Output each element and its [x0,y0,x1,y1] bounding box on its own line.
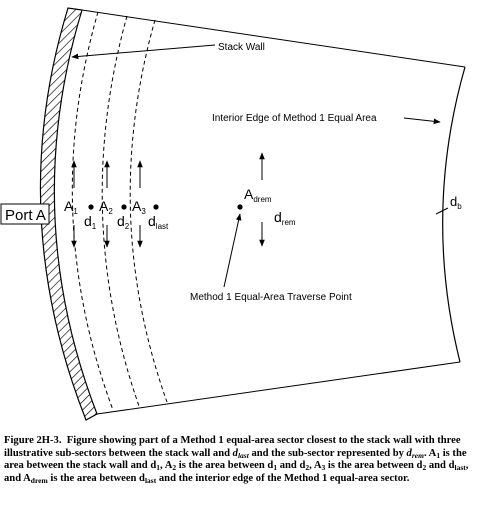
caption-text-1: Figure showing part of a Method 1 equal-… [4,435,461,459]
traverse-point-d1 [88,204,94,210]
label-a1: A1 [64,198,78,216]
caption-text-11: , and A [4,460,469,484]
db-label: db [450,194,462,211]
interior-edge-leader [403,117,441,125]
traverse-point-label: Method 1 Equal-Area Traverse Point [190,292,352,303]
caption-a3-sub: 3 [321,463,326,473]
traverse-point-leader [223,213,242,288]
sector-bottom-edge [96,361,461,415]
caption-text-13: and the interior edge of the Method 1 eq… [158,472,410,484]
caption-figure-label: Figure 2H-3. [4,435,62,446]
caption-dlast3-sub: last [454,463,466,473]
port-a-label: Port A [5,207,46,224]
caption-d2b-sub: 2 [422,463,427,473]
caption-text-8: , A [309,460,322,472]
caption-adrem-sub: drem [30,475,48,485]
traverse-point-d2 [121,204,127,210]
caption-dlast2-sub: last [144,475,157,485]
label-drem: drem [274,209,296,227]
label-a3: A3 [132,198,146,216]
label-d2: d2 [117,213,130,231]
area-arrows [71,152,265,248]
caption-text-12: is the area between d [50,472,145,484]
label-adrem: Adrem [244,186,272,204]
sector-top-edge [81,9,466,68]
caption-drem-sub: rem [411,450,424,460]
caption-dlast-sub: last [237,450,249,460]
caption-text-9: is the area between d [327,460,423,472]
interior-edge-label: Interior Edge of Method 1 Equal Area [212,113,377,124]
stack-wall-label: Stack Wall [218,42,265,53]
traverse-point-drem [237,204,243,210]
caption-drem: d [406,447,412,459]
figure-caption: Figure 2H-3. Figure showing part of a Me… [4,435,474,485]
caption-d1b-sub: 1 [273,463,278,473]
caption-text-6: is the area between d [178,460,274,472]
caption-d1-sub: 1 [156,463,160,473]
caption-d2-sub: 2 [305,463,310,473]
subsector-boundary-2 [101,15,140,407]
port-a-box [0,203,50,225]
interior-edge-arc [442,66,466,363]
label-a2: A2 [99,198,113,216]
caption-text-5: , A [159,460,173,472]
caption-text-4: is the area between the stack wall and d [4,447,467,472]
caption-text-2: and the sub-sector represented by [251,447,404,459]
caption-text-3: . A [423,447,437,459]
db-tick [435,207,449,215]
equal-area-sector-diagram: Port A Stack Wall Interior Edge of Metho… [0,7,466,421]
label-d1: d1 [84,213,97,231]
label-dlast: dlast [148,213,169,231]
caption-text-7: and d [279,460,306,472]
caption-dlast: d [232,447,238,459]
caption-a2-sub: 2 [172,463,177,473]
caption-a1-sub: 1 [436,450,441,460]
stack-wall-leader [71,44,216,60]
traverse-point-dlast [153,204,159,210]
caption-text-10: and d [428,460,455,472]
